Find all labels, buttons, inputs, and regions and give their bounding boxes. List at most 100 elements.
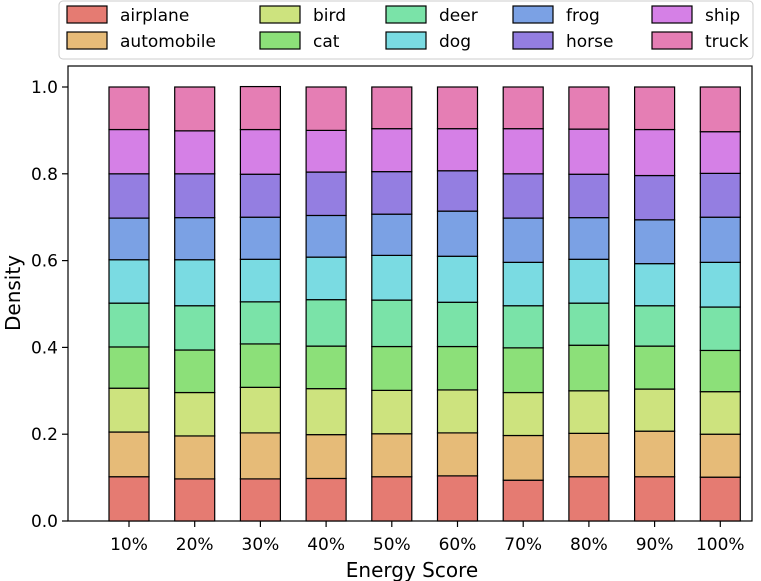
- legend-label-dog: dog: [439, 32, 471, 52]
- bar-segment-ship-6: [502, 128, 544, 175]
- bar-segment-automobile-1: [174, 435, 216, 480]
- bar-segment-cat-5: [436, 345, 479, 391]
- bar-segment-horse-0: [108, 173, 150, 219]
- y-axis: 0.0 0.2 0.4 0.6 0.8 1.0: [31, 78, 68, 532]
- legend: airplane automobile bird cat deer dog frog hors…: [58, 0, 754, 60]
- bar-segment-truck-5: [436, 86, 479, 130]
- bar-segment-cat-7: [568, 344, 610, 392]
- legend-swatch-frog: [512, 5, 554, 24]
- x-tick-label: 10%: [110, 535, 148, 555]
- bar-segment-dog-6: [502, 261, 544, 307]
- bar-segment-ship-7: [568, 128, 610, 175]
- bar-segment-deer-4: [371, 299, 413, 348]
- bar-segment-frog-0: [108, 217, 150, 261]
- bar-segment-deer-7: [568, 302, 610, 346]
- bar-segment-bird-1: [174, 391, 216, 437]
- x-tick-label: 20%: [176, 535, 214, 555]
- legend-label-deer: deer: [439, 6, 478, 26]
- x-tick-label: 40%: [307, 535, 345, 555]
- legend-swatch-airplane: [66, 5, 108, 24]
- legend-label-truck: truck: [705, 32, 749, 52]
- bar-segment-horse-4: [371, 171, 413, 215]
- legend-swatch-bird: [259, 5, 301, 24]
- bar-segment-airplane-2: [239, 478, 281, 522]
- bar-segment-horse-8: [633, 174, 676, 221]
- bar-segment-dog-1: [174, 259, 216, 307]
- bar-segment-airplane-7: [568, 476, 610, 522]
- legend-label-cat: cat: [313, 32, 340, 52]
- bar-segment-frog-1: [174, 217, 216, 261]
- bar-segment-frog-5: [436, 210, 479, 257]
- bar-segment-automobile-2: [239, 432, 281, 480]
- bar-segment-deer-3: [305, 299, 347, 347]
- legend-swatch-ship: [651, 5, 693, 24]
- bar-segment-cat-6: [502, 347, 544, 394]
- bar-segment-truck-4: [371, 86, 413, 130]
- bar-segment-bird-6: [502, 391, 544, 437]
- y-tick-label: 0.0: [31, 512, 58, 532]
- bar-segment-frog-8: [633, 219, 676, 265]
- bar-segment-cat-0: [108, 346, 150, 389]
- bar-segment-horse-1: [174, 173, 216, 219]
- bar-segment-horse-9: [699, 172, 741, 218]
- bar-segment-automobile-6: [502, 434, 544, 481]
- bar-segment-deer-6: [502, 305, 544, 349]
- bar-segment-automobile-3: [305, 434, 347, 480]
- bar-segment-horse-7: [568, 173, 610, 219]
- bar-segment-truck-3: [305, 86, 347, 132]
- bar-segment-cat-9: [699, 349, 741, 393]
- bar-segment-automobile-7: [568, 432, 610, 478]
- bar-segment-bird-2: [239, 386, 281, 434]
- bar-segment-horse-3: [305, 171, 347, 217]
- bar-segment-horse-2: [239, 173, 281, 218]
- bar-segment-automobile-5: [436, 432, 479, 477]
- bar-segment-automobile-9: [699, 433, 741, 478]
- bar-segment-deer-0: [108, 302, 150, 348]
- bar-segment-bird-8: [633, 388, 676, 432]
- x-tick-label: 100%: [696, 535, 745, 555]
- bar-segment-bird-5: [436, 389, 479, 434]
- bar-segment-frog-7: [568, 217, 610, 260]
- bar-segment-bird-0: [108, 387, 150, 433]
- bar-segment-airplane-9: [699, 476, 741, 522]
- x-axis: 10% 20% 30% 40% 50% 60% 70% 80% 90% 100%: [110, 521, 745, 555]
- bar-segment-ship-5: [436, 128, 479, 172]
- bar-segment-dog-8: [633, 263, 676, 307]
- bar-segment-dog-5: [436, 255, 479, 303]
- bar-segment-dog-9: [699, 261, 741, 308]
- x-tick-label: 30%: [242, 535, 280, 555]
- y-tick-label: 1.0: [31, 78, 58, 98]
- legend-swatch-automobile: [66, 31, 108, 50]
- bar-segment-bird-3: [305, 388, 347, 436]
- bar-segment-frog-4: [371, 213, 413, 256]
- bar-segment-automobile-4: [371, 433, 413, 478]
- bar-segment-airplane-4: [371, 476, 413, 522]
- x-axis-label: Energy Score: [346, 558, 478, 581]
- bar-segment-dog-3: [305, 256, 347, 301]
- y-axis-label: Density: [1, 255, 25, 331]
- x-tick-label: 60%: [439, 535, 477, 555]
- bar-segment-dog-7: [568, 258, 610, 304]
- bar-segment-deer-2: [239, 301, 281, 345]
- bar-segment-ship-8: [633, 128, 676, 177]
- bar-segment-deer-1: [174, 305, 216, 351]
- bar-segment-cat-2: [239, 343, 281, 388]
- bar-segment-ship-3: [305, 129, 347, 173]
- legend-label-frog: frog: [566, 6, 600, 26]
- bar-segment-truck-2: [239, 85, 281, 131]
- legend-swatch-truck: [651, 31, 693, 50]
- bar-segment-bird-7: [568, 390, 610, 434]
- bar-segment-airplane-3: [305, 477, 347, 522]
- bar-segment-frog-9: [699, 216, 741, 263]
- bar-segment-bird-9: [699, 391, 741, 435]
- y-tick-label: 0.2: [31, 425, 58, 445]
- bar-segment-truck-7: [568, 86, 610, 130]
- bar-segment-dog-0: [108, 259, 150, 304]
- legend-swatch-dog: [385, 31, 427, 50]
- legend-label-airplane: airplane: [120, 6, 189, 26]
- legend-swatch-horse: [512, 31, 554, 50]
- bar-segment-deer-5: [436, 301, 479, 348]
- bar-segment-ship-1: [174, 130, 216, 175]
- bars-layer: [108, 85, 741, 522]
- bar-segment-airplane-5: [436, 475, 479, 522]
